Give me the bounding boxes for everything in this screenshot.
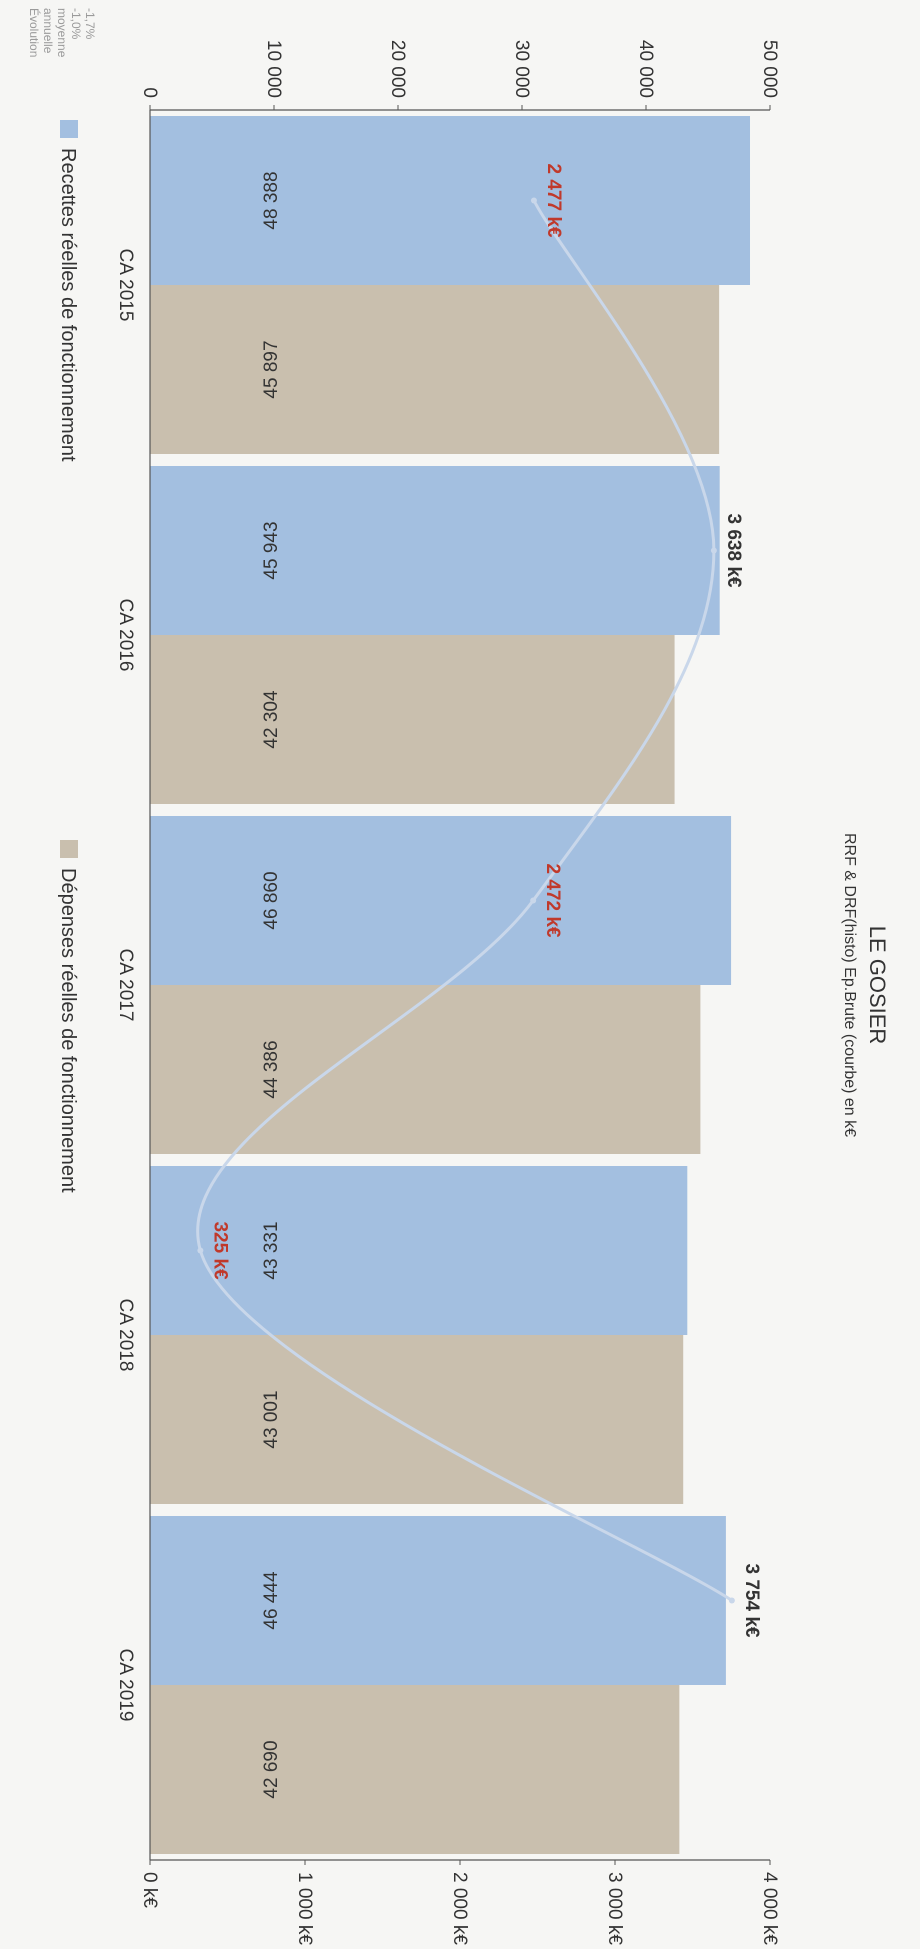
ebf-value-label: 325 k€ bbox=[209, 1221, 230, 1280]
bars bbox=[149, 116, 751, 1854]
bar-depenses bbox=[150, 635, 675, 804]
left-tick-label: 30 000 bbox=[511, 40, 532, 98]
legend-swatch bbox=[60, 120, 78, 138]
legend-swatch bbox=[60, 840, 78, 858]
ebf-value-label: 2 477 k€ bbox=[543, 164, 564, 238]
corner-note-line: -1,0% bbox=[69, 8, 83, 40]
bar-depenses bbox=[149, 985, 701, 1154]
ebf-line bbox=[196, 199, 733, 1602]
bar-value-label: 46 860 bbox=[261, 871, 282, 929]
right-tick-label: 3 000 k€ bbox=[604, 1872, 625, 1945]
axes: 0 10 000 20 000 30 000 40 000 50 000 0 k€ 1 000… bbox=[115, 40, 780, 1945]
chart-subtitle: RRF & DRF(histo) Ep.Brute (courbe) en k€ bbox=[841, 833, 858, 1137]
right-tick-label: 4 000 k€ bbox=[759, 1872, 780, 1945]
chart-rotated-frame: LE GOSIER RRF & DRF(histo) Ep.Brute (cou… bbox=[27, 8, 890, 1945]
left-tick-label: 20 000 bbox=[387, 40, 408, 98]
left-tick-label: 50 000 bbox=[759, 40, 780, 98]
ebf-point bbox=[710, 547, 717, 554]
category-label: CA 2018 bbox=[115, 1299, 136, 1372]
category-label: CA 2017 bbox=[115, 949, 136, 1022]
bar-value-label: 43 331 bbox=[261, 1221, 282, 1279]
left-tick-label: 10 000 bbox=[263, 40, 284, 98]
ebf-value-label: 3 754 k€ bbox=[741, 1564, 762, 1638]
legend-label: Dépenses réelles de fonctionnement bbox=[57, 868, 79, 1193]
bar-depenses bbox=[150, 1335, 684, 1504]
left-tick-label: 40 000 bbox=[635, 40, 656, 98]
bar-recettes bbox=[150, 1516, 726, 1685]
bar-value-label: 45 943 bbox=[261, 521, 282, 579]
ebf-point bbox=[530, 197, 537, 204]
right-tick-label: 1 000 k€ bbox=[294, 1872, 315, 1945]
bar-recettes bbox=[150, 116, 751, 285]
corner-note-line: -1,7% bbox=[83, 8, 97, 40]
bar-recettes bbox=[149, 816, 732, 985]
bar-depenses bbox=[150, 285, 720, 454]
bar-value-label: 42 690 bbox=[261, 1740, 282, 1798]
right-tick-label: 0 k€ bbox=[139, 1872, 160, 1908]
bar-value-label: 42 304 bbox=[261, 690, 282, 749]
left-tick-label: 0 bbox=[139, 87, 160, 98]
bar-value-label: 48 388 bbox=[261, 171, 282, 229]
ebf-value-label: 3 638 k€ bbox=[723, 514, 744, 588]
category-label: CA 2015 bbox=[115, 249, 136, 322]
corner-note-line: Évolution bbox=[27, 8, 42, 57]
bar-recettes bbox=[150, 466, 720, 635]
ebf-value-label: 2 472 k€ bbox=[542, 864, 563, 938]
data-labels: 48 388 45 897 45 943 42 304 46 860 44 386 43 3… bbox=[209, 164, 761, 1799]
bar-value-label: 44 386 bbox=[261, 1040, 282, 1098]
bar-value-label: 45 897 bbox=[261, 340, 282, 398]
category-label: CA 2016 bbox=[115, 599, 136, 672]
category-label: CA 2019 bbox=[115, 1649, 136, 1722]
ebf-point bbox=[728, 1597, 735, 1604]
legend: Recettes réelles de fonctionnement Dépens… bbox=[57, 120, 79, 1193]
chart-title: LE GOSIER bbox=[865, 926, 890, 1045]
ebf-point bbox=[197, 1247, 204, 1254]
bar-value-label: 46 444 bbox=[261, 1571, 282, 1630]
bar-depenses bbox=[149, 1685, 680, 1854]
ebf-point bbox=[530, 897, 537, 904]
corner-note-line: moyenne bbox=[55, 8, 69, 58]
right-tick-label: 2 000 k€ bbox=[449, 1872, 470, 1945]
legend-label: Recettes réelles de fonctionnement bbox=[57, 148, 79, 462]
bar-value-label: 43 001 bbox=[261, 1390, 282, 1448]
corner-note: Évolution annuelle moyenne -1,0% -1,7% bbox=[27, 8, 97, 58]
corner-note-line: annuelle bbox=[41, 8, 55, 54]
bar-recettes bbox=[150, 1166, 688, 1335]
ebf-curve bbox=[196, 197, 735, 1604]
